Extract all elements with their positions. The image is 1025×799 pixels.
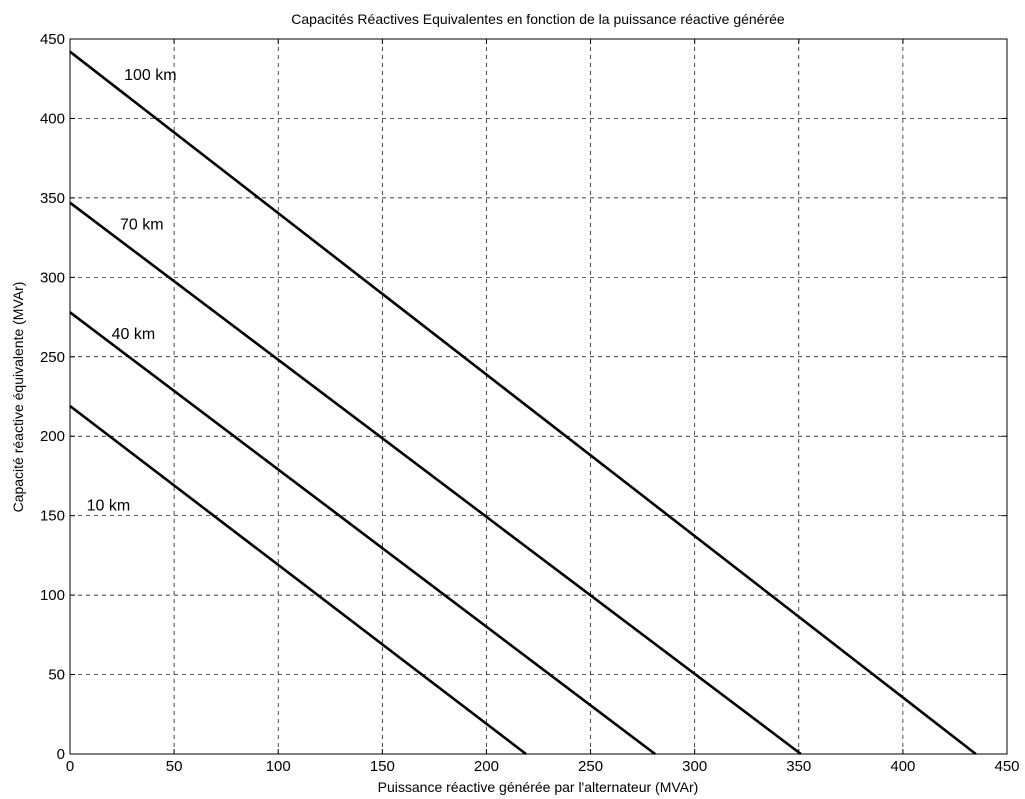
x-tick-label: 400 — [890, 758, 915, 775]
y-tick-label: 350 — [40, 190, 65, 207]
y-tick-label: 150 — [40, 508, 65, 525]
x-tick-label: 0 — [66, 758, 74, 775]
x-axis-label: Puissance réactive générée par l'alterna… — [378, 779, 699, 795]
series-annotation-label: 10 km — [87, 498, 131, 515]
series-line-100-km — [69, 50, 977, 756]
x-tick-label: 200 — [474, 758, 499, 775]
series-annotation-label: 70 km — [120, 216, 164, 233]
y-tick-label: 200 — [40, 428, 65, 445]
x-tick-label: 300 — [682, 758, 707, 775]
axis-ticks: 0 50 100 150 200 250 300 350 400 450 0 50 100 150 200 2… — [40, 31, 1020, 775]
series-line-40-km — [69, 311, 656, 756]
x-tick-label: 350 — [786, 758, 811, 775]
series-annotations: 100 km 70 km 40 km 10 km — [87, 67, 177, 515]
series-annotation-label: 100 km — [124, 67, 176, 84]
x-tick-label: 100 — [266, 758, 291, 775]
y-tick-label: 450 — [40, 31, 65, 48]
y-tick-label: 0 — [57, 746, 65, 763]
x-tick-label: 150 — [370, 758, 395, 775]
y-tick-label: 250 — [40, 349, 65, 366]
chart-title: Capacités Réactives Equivalentes en fonc… — [291, 11, 785, 27]
grid-lines — [70, 39, 1007, 754]
y-axis-label: Capacité réactive équivalente (MVAr) — [10, 282, 26, 513]
y-tick-label: 300 — [40, 269, 65, 286]
y-tick-label: 100 — [40, 587, 65, 604]
data-series — [69, 50, 977, 756]
series-line-70-km — [69, 201, 802, 756]
y-tick-label: 50 — [48, 667, 65, 684]
plot-area-border — [69, 38, 1008, 755]
x-tick-label: 250 — [578, 758, 603, 775]
y-tick-label: 400 — [40, 110, 65, 127]
x-tick-label: 450 — [994, 758, 1019, 775]
x-tick-label: 50 — [166, 758, 183, 775]
series-line-10-km — [69, 404, 527, 756]
series-annotation-label: 40 km — [112, 326, 156, 343]
